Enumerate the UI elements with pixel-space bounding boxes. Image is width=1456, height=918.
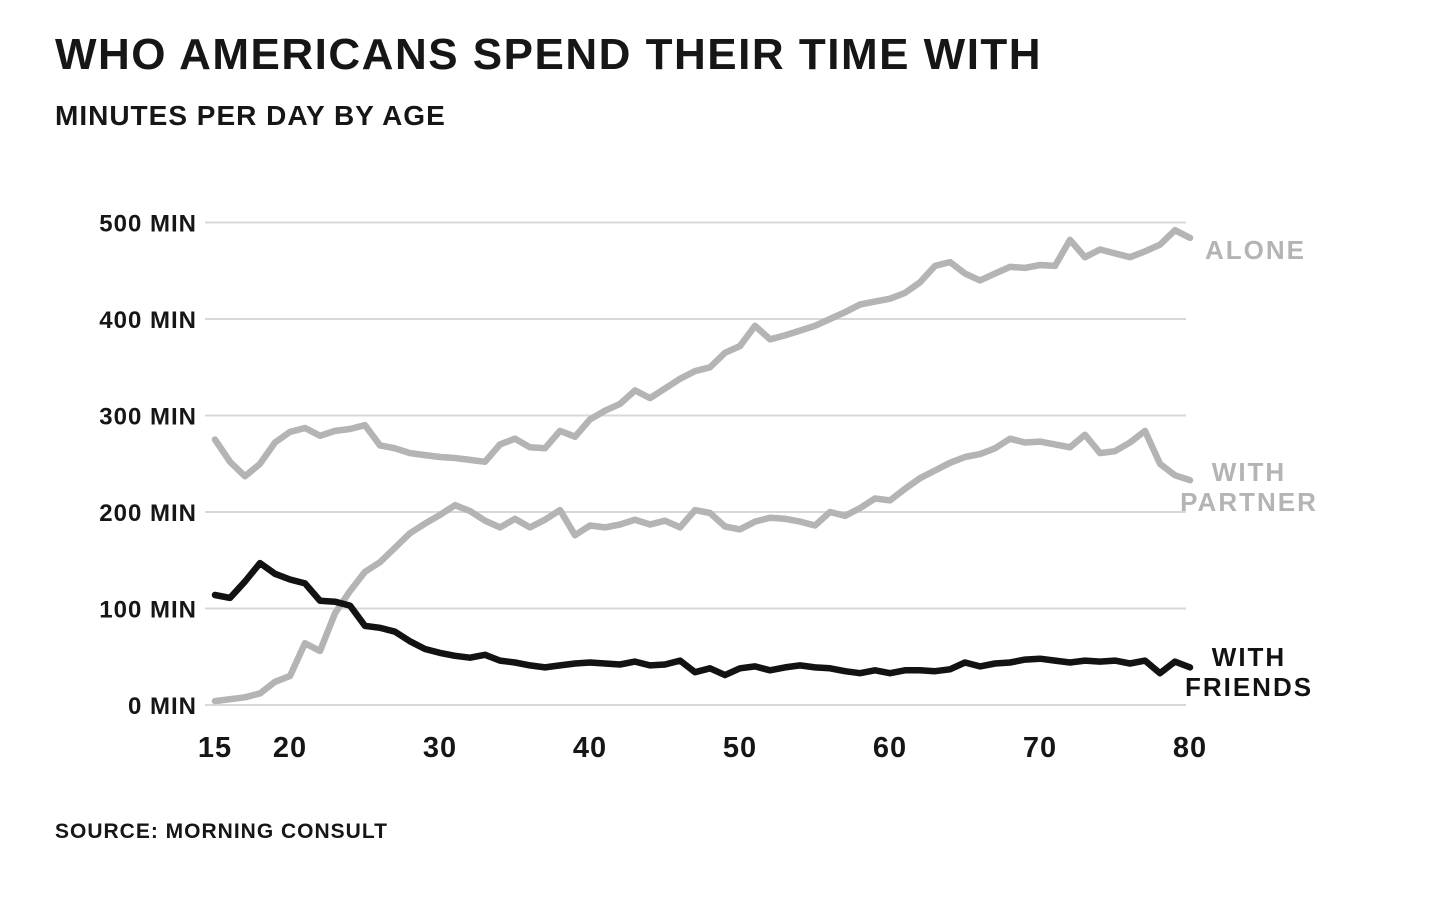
series-end-label-with-friends: WITH	[1212, 642, 1286, 672]
series-end-label-with-partner: PARTNER	[1180, 487, 1318, 517]
x-tick-label: 60	[873, 732, 907, 764]
y-tick-label: 500 MIN	[99, 211, 197, 238]
series-line-alone	[211, 226, 1194, 480]
x-tick-label: 15	[198, 732, 232, 764]
series-end-label-with-friends: FRIENDS	[1185, 672, 1313, 702]
series-end-label-with-partner: WITH	[1212, 457, 1286, 487]
series-line-with-friends	[211, 559, 1194, 679]
x-tick-label: 50	[723, 732, 757, 764]
series-line-with-partner	[211, 427, 1194, 705]
chart-title: WHO AMERICANS SPEND THEIR TIME WITH	[55, 30, 1043, 79]
x-tick-label: 40	[573, 732, 607, 764]
x-tick-label: 80	[1173, 732, 1207, 764]
chart-subtitle: MINUTES PER DAY BY AGE	[55, 100, 446, 131]
x-tick-label: 30	[423, 732, 457, 764]
y-tick-label: 400 MIN	[99, 307, 197, 334]
source-note: SOURCE: MORNING CONSULT	[55, 820, 388, 843]
y-tick-label: 200 MIN	[99, 500, 197, 527]
x-tick-label: 20	[273, 732, 307, 764]
y-tick-label: 0 MIN	[128, 693, 197, 720]
series-end-label-alone: ALONE	[1205, 235, 1306, 265]
y-tick-label: 300 MIN	[99, 404, 197, 431]
x-tick-label: 70	[1023, 732, 1057, 764]
y-tick-label: 100 MIN	[99, 597, 197, 624]
